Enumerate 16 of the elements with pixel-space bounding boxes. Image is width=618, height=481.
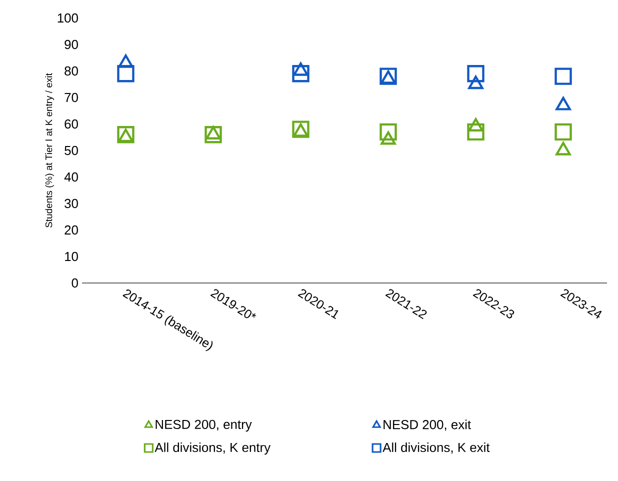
legend-label: NESD 200, entry bbox=[156, 420, 252, 432]
y-tick-label: 30 bbox=[64, 198, 78, 208]
y-tick-label: 40 bbox=[64, 172, 78, 182]
legend-label: All divisions, K exit bbox=[382, 442, 490, 454]
legend-label: NESD 200, exit bbox=[384, 420, 471, 431]
y-axis-title: Students (%) at Tier I at K entry / exit bbox=[45, 73, 54, 228]
y-tick-label: 100 bbox=[58, 13, 78, 23]
y-tick-label: 70 bbox=[64, 92, 78, 102]
y-tick-label: 20 bbox=[64, 225, 78, 235]
y-tick-label: 90 bbox=[64, 40, 78, 50]
legend-label: All divisions, K entry bbox=[154, 442, 271, 455]
y-tick-label: 0 bbox=[72, 278, 78, 288]
y-tick-label: 10 bbox=[65, 252, 78, 262]
y-tick-label: 50 bbox=[64, 146, 78, 156]
y-tick-label: 60 bbox=[64, 119, 78, 129]
y-tick-label: 80 bbox=[64, 66, 78, 76]
